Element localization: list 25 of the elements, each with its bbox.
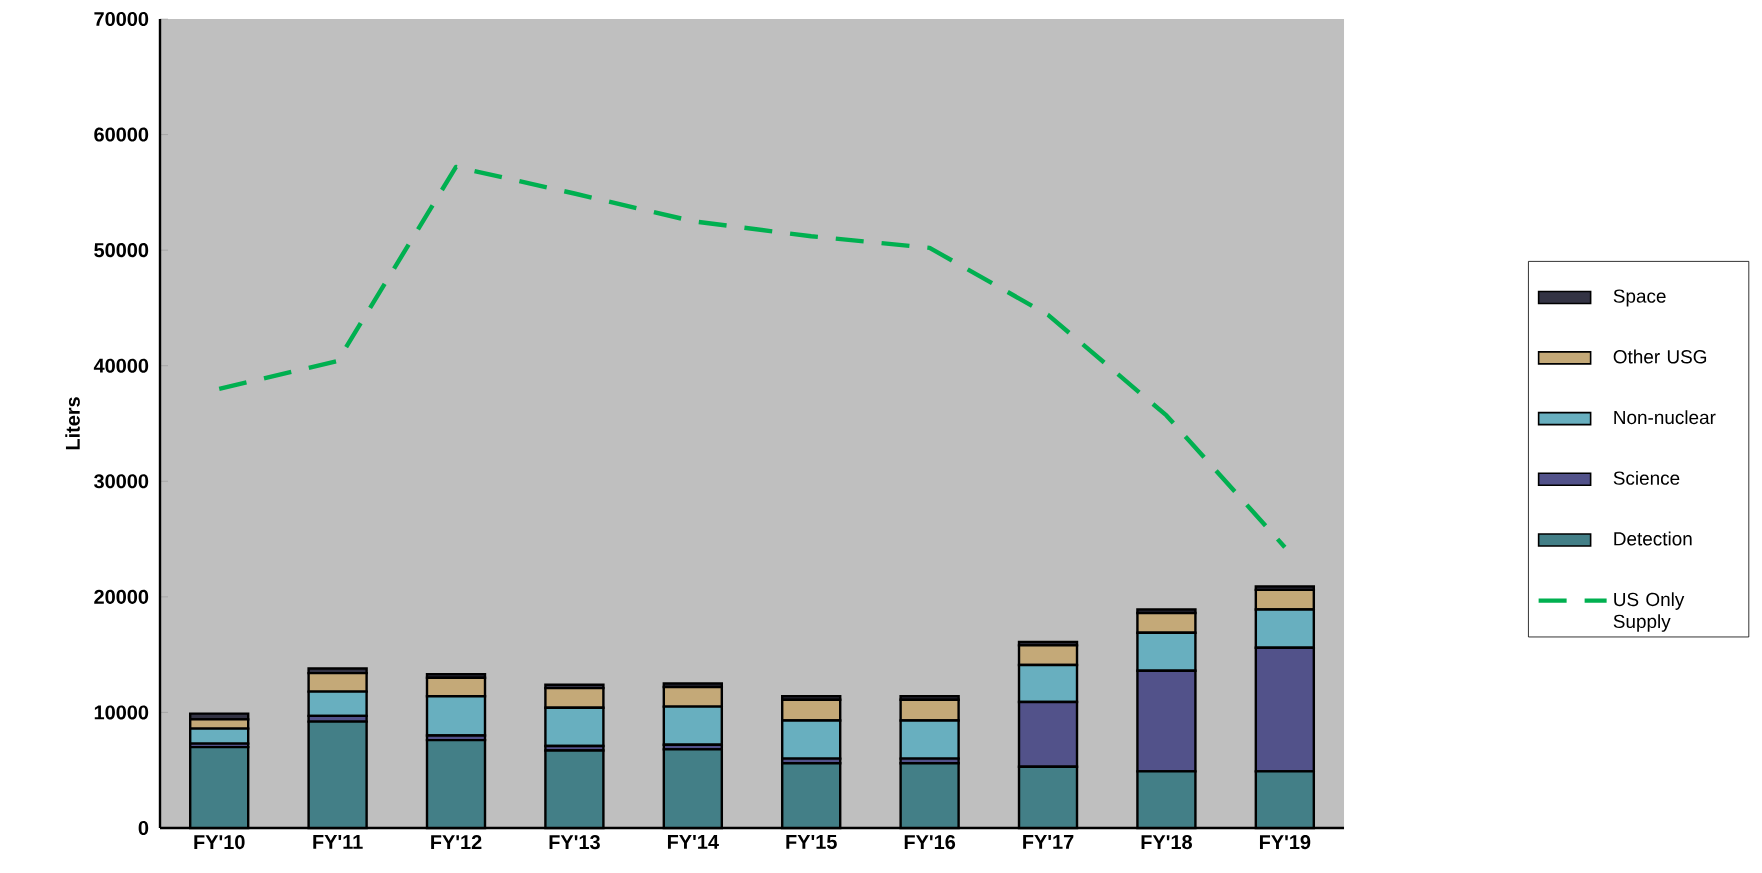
x-tick-label: FY'10 bbox=[194, 835, 245, 850]
y-tick-label: 10000 bbox=[94, 705, 149, 720]
legend-label: Detection bbox=[1614, 531, 1692, 546]
x-tick-label: FY'13 bbox=[549, 835, 600, 850]
y-tick-label: 40000 bbox=[93, 358, 149, 373]
legend-label: Science bbox=[1613, 470, 1680, 485]
legend-label: Space bbox=[1613, 289, 1666, 307]
legend-label: Other USG bbox=[1613, 349, 1707, 364]
x-tick-label: FY'18 bbox=[1141, 835, 1192, 850]
y-tick-label: 50000 bbox=[94, 243, 149, 258]
x-tick-label: FY'14 bbox=[667, 835, 719, 849]
x-tick-label: FY'12 bbox=[431, 835, 482, 849]
x-tick-label: FY'15 bbox=[786, 835, 837, 849]
y-tick-label: 30000 bbox=[94, 474, 149, 489]
y-tick-label: 0 bbox=[138, 820, 149, 836]
x-tick-label: FY'19 bbox=[1259, 835, 1311, 850]
x-tick-label: FY'16 bbox=[904, 835, 956, 850]
y-tick-label: 20000 bbox=[94, 589, 149, 604]
y-axis-title: Liters bbox=[65, 397, 80, 450]
x-tick-label: FY'17 bbox=[1023, 835, 1074, 849]
y-tick-label: 60000 bbox=[94, 127, 149, 142]
x-tick-label: FY'11 bbox=[313, 835, 363, 849]
legend-label: Non-nuclear bbox=[1614, 410, 1716, 425]
y-tick-label: 70000 bbox=[94, 11, 149, 27]
legend-label: US Only Supply bbox=[1613, 592, 1685, 632]
